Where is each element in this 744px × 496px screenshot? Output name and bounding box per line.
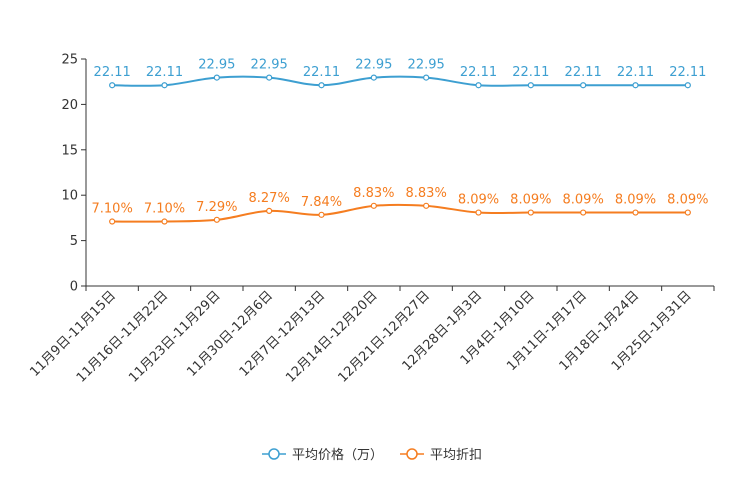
data-point[interactable] xyxy=(161,218,168,225)
legend-label: 平均价格（万） xyxy=(292,447,383,463)
data-label: 22.11 xyxy=(617,65,654,80)
data-label: 22.11 xyxy=(303,65,340,80)
data-label: 22.11 xyxy=(460,65,497,80)
data-label: 8.09% xyxy=(458,193,499,208)
y-tick-label: 25 xyxy=(61,53,78,68)
data-label: 8.27% xyxy=(249,191,290,206)
data-point[interactable] xyxy=(632,209,639,216)
data-point[interactable] xyxy=(423,202,430,209)
data-point[interactable] xyxy=(475,209,482,216)
series-layer: 22.11 22.11 22.95 22.95 22.11 22.95 22.95 22.11… xyxy=(92,58,708,225)
series-1: 7.10% 7.10% 7.29% 8.27% 7.84% 8.83% 8.83% 8.09%… xyxy=(92,186,708,225)
series-0: 22.11 22.11 22.95 22.95 22.11 22.95 22.95 22.11… xyxy=(94,58,706,89)
data-label: 8.83% xyxy=(406,186,447,201)
data-point[interactable] xyxy=(423,74,430,81)
y-tick-label: 10 xyxy=(61,189,78,204)
legend-item-0[interactable]: 平均价格（万） xyxy=(262,447,383,463)
data-label: 8.09% xyxy=(563,193,604,208)
series-line xyxy=(112,75,688,87)
x-tick-label: 12月14日-12月20日 xyxy=(283,288,380,385)
y-tick-label: 15 xyxy=(61,143,78,158)
data-label: 22.95 xyxy=(355,58,392,73)
data-point[interactable] xyxy=(370,74,377,81)
data-label: 8.83% xyxy=(353,186,394,201)
data-label: 8.09% xyxy=(615,193,656,208)
data-label: 7.10% xyxy=(92,202,133,217)
data-label: 8.09% xyxy=(667,193,708,208)
legend-marker-icon xyxy=(268,448,280,460)
axes: 0 5 10 15 20 25 11月9日-11月15日11月16日-11月22日11月23… xyxy=(27,53,715,386)
data-label: 22.11 xyxy=(512,65,549,80)
data-point[interactable] xyxy=(213,74,220,81)
data-point[interactable] xyxy=(580,82,587,89)
data-label: 7.29% xyxy=(196,200,237,215)
x-tick-label: 11月23日-11月29日 xyxy=(126,288,223,385)
legend: 平均价格（万） 平均折扣 xyxy=(262,447,482,463)
x-tick-label: 11月16日-11月22日 xyxy=(74,288,171,385)
data-point[interactable] xyxy=(684,82,691,89)
data-label: 22.95 xyxy=(408,58,445,73)
data-point[interactable] xyxy=(266,74,273,81)
data-point[interactable] xyxy=(318,82,325,89)
data-label: 7.84% xyxy=(301,195,342,210)
data-label: 8.09% xyxy=(510,193,551,208)
data-point[interactable] xyxy=(109,82,116,89)
data-point[interactable] xyxy=(109,218,116,225)
data-point[interactable] xyxy=(632,82,639,89)
x-tick-label: 12月21日-12月27日 xyxy=(336,288,433,385)
y-tick-label: 5 xyxy=(70,234,78,249)
data-point[interactable] xyxy=(684,209,691,216)
data-point[interactable] xyxy=(370,202,377,209)
x-tick-label: 11月9日-11月15日 xyxy=(27,288,119,380)
data-point[interactable] xyxy=(527,209,534,216)
y-tick-label: 20 xyxy=(61,98,78,113)
data-label: 22.11 xyxy=(565,65,602,80)
data-point[interactable] xyxy=(266,207,273,215)
y-tick-label: 0 xyxy=(70,280,78,295)
data-point[interactable] xyxy=(161,82,168,89)
legend-label: 平均折扣 xyxy=(430,448,482,463)
data-label: 7.10% xyxy=(144,202,185,217)
legend-item-1[interactable]: 平均折扣 xyxy=(400,448,482,463)
data-label: 22.95 xyxy=(198,58,235,73)
data-point[interactable] xyxy=(475,82,482,89)
data-label: 22.11 xyxy=(94,65,131,80)
series-line xyxy=(112,203,688,223)
data-point[interactable] xyxy=(213,216,220,223)
data-point[interactable] xyxy=(318,211,325,218)
data-point[interactable] xyxy=(527,82,534,89)
legend-marker-icon xyxy=(406,448,418,460)
data-label: 22.95 xyxy=(251,58,288,73)
data-point[interactable] xyxy=(580,209,587,216)
data-label: 22.11 xyxy=(146,65,183,80)
data-label: 22.11 xyxy=(669,65,706,80)
